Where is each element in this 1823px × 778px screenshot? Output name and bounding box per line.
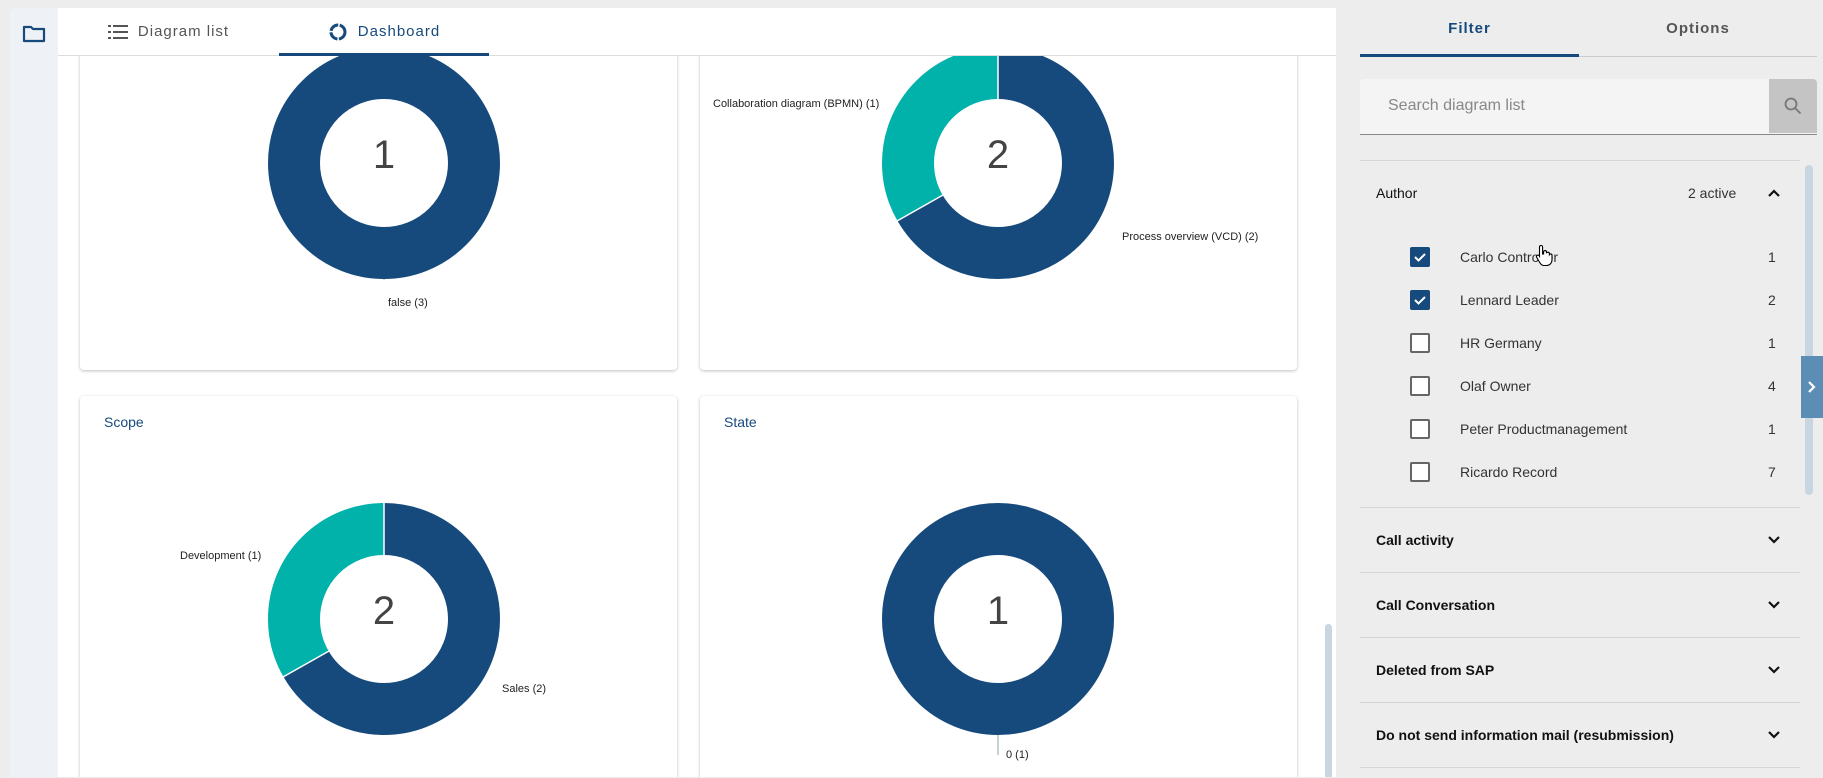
view-tabs: Diagram list Dashboard [58, 8, 1336, 56]
filter-panel: Filter Options Author 2 active Carlo Con… [1336, 0, 1823, 777]
donut-center-value: 1 [372, 133, 396, 177]
tab-diagram-list[interactable]: Diagram list [58, 8, 279, 55]
option-name: Ricardo Record [1460, 463, 1558, 480]
filter-option[interactable]: Lennard Leader 2 [1360, 278, 1800, 321]
tab-label: Dashboard [357, 23, 441, 40]
filter-header-author[interactable]: Author 2 active [1360, 161, 1800, 225]
filter-title: Call activity [1376, 532, 1454, 548]
folder-icon[interactable] [22, 22, 46, 46]
checkbox-checked[interactable] [1410, 246, 1430, 267]
filter-option[interactable]: Peter Productmanagement 1 [1360, 407, 1800, 450]
chart-card: 1 false (3) [80, 56, 677, 370]
option-name: HR Germany [1460, 334, 1542, 351]
search-icon [1784, 97, 1802, 115]
left-rail [10, 8, 58, 777]
search-button[interactable] [1769, 79, 1817, 133]
filter-title: Author [1376, 185, 1418, 201]
slice-label: false (3) [388, 297, 428, 309]
option-name: Lennard Leader [1460, 291, 1559, 308]
tab-label: Diagram list [137, 23, 230, 40]
checkbox[interactable] [1410, 461, 1430, 482]
hand-cursor-icon [1535, 244, 1553, 266]
filter-section-call-conversation: Call Conversation [1360, 573, 1800, 638]
slice-label: Process overview (VCD) (2) [1122, 231, 1259, 243]
donut-center-value: 2 [986, 133, 1010, 177]
donut-center-value: 2 [372, 589, 396, 633]
checkbox-checked[interactable] [1410, 289, 1430, 310]
slice-label: Development (1) [180, 550, 262, 562]
tab-options[interactable]: Options [1666, 19, 1730, 37]
filter-sections: Author 2 active Carlo Controller 1 Lenna… [1360, 160, 1800, 778]
chevron-down-icon[interactable] [1766, 532, 1782, 548]
filter-scrollbar[interactable] [1805, 165, 1813, 495]
filter-option[interactable]: Carlo Controller 1 [1360, 235, 1800, 278]
check-icon [1414, 252, 1426, 262]
option-count: 1 [1768, 334, 1776, 351]
option-count: 4 [1768, 377, 1776, 394]
card-title: Scope [104, 414, 144, 430]
option-count: 7 [1768, 463, 1776, 480]
checkbox[interactable] [1410, 418, 1430, 439]
chart-card-scope: Scope 2 Development (1) Sales (2) [80, 396, 677, 777]
side-tabs: Filter Options [1360, 0, 1817, 57]
donut-chart [882, 503, 1114, 735]
option-name: Carlo Controller [1460, 248, 1559, 265]
filter-section-do-not-send-mail: Do not send information mail (resubmissi… [1360, 703, 1800, 768]
checkbox[interactable] [1410, 375, 1430, 396]
dashboard-content: 1 false (3) 2 Collaboration diagram (BPM… [58, 56, 1336, 777]
filter-title: Deleted from SAP [1376, 662, 1495, 678]
option-count: 1 [1768, 420, 1776, 437]
donut-chart [882, 56, 1114, 279]
donut-chart [268, 56, 500, 280]
chart-card: 2 Collaboration diagram (BPMN) (1) Proce… [700, 56, 1297, 370]
tab-filter[interactable]: Filter [1360, 0, 1579, 57]
chevron-down-icon[interactable] [1766, 727, 1782, 743]
filter-header[interactable]: Do not send information mail (resubmissi… [1360, 703, 1800, 767]
filter-header[interactable]: Deleted from SAP [1360, 638, 1800, 702]
active-count: 2 active [1688, 185, 1737, 201]
filter-title: Do not send information mail (resubmissi… [1376, 727, 1674, 743]
tab-dashboard[interactable]: Dashboard [279, 8, 489, 56]
filter-header[interactable]: Call activity [1360, 508, 1800, 572]
checkbox[interactable] [1410, 332, 1430, 353]
option-name: Olaf Owner [1460, 377, 1531, 394]
option-name: Peter Productmanagement [1460, 420, 1628, 437]
search-input[interactable] [1360, 79, 1750, 133]
check-icon [1414, 295, 1426, 305]
chevron-down-icon[interactable] [1766, 662, 1782, 678]
filter-option[interactable]: HR Germany 1 [1360, 321, 1800, 364]
card-title: State [724, 414, 757, 430]
leader-line [997, 735, 999, 755]
slice-label: 0 (1) [1006, 749, 1029, 761]
option-count: 1 [1768, 248, 1776, 265]
main-panel: Diagram list Dashboard 1 false (3) [58, 8, 1336, 777]
filter-title: Call Conversation [1376, 597, 1496, 613]
filter-header[interactable]: Call Conversation [1360, 573, 1800, 637]
filter-option[interactable]: Ricardo Record 7 [1360, 450, 1800, 493]
chevron-right-icon [1808, 381, 1816, 393]
slice-label: Collaboration diagram (BPMN) (1) [713, 98, 880, 110]
donut-chart [268, 503, 500, 735]
filter-section-author: Author 2 active Carlo Controller 1 Lenna… [1360, 161, 1800, 508]
collapse-panel-button[interactable] [1801, 356, 1823, 418]
donut-chart-icon [329, 23, 347, 40]
filter-section-deleted-from-sap: Deleted from SAP [1360, 638, 1800, 703]
donut-center-value: 1 [986, 589, 1010, 633]
search-box [1360, 79, 1817, 135]
slice-label: Sales (2) [502, 683, 547, 695]
chevron-up-icon[interactable] [1766, 185, 1782, 201]
list-icon [107, 24, 128, 39]
option-count: 2 [1768, 291, 1776, 308]
filter-option[interactable]: Olaf Owner 4 [1360, 364, 1800, 407]
chart-card-state: State 1 0 (1) [700, 396, 1297, 777]
content-scrollbar[interactable] [1325, 624, 1332, 777]
filter-section-call-activity: Call activity [1360, 508, 1800, 573]
chevron-down-icon[interactable] [1766, 597, 1782, 613]
